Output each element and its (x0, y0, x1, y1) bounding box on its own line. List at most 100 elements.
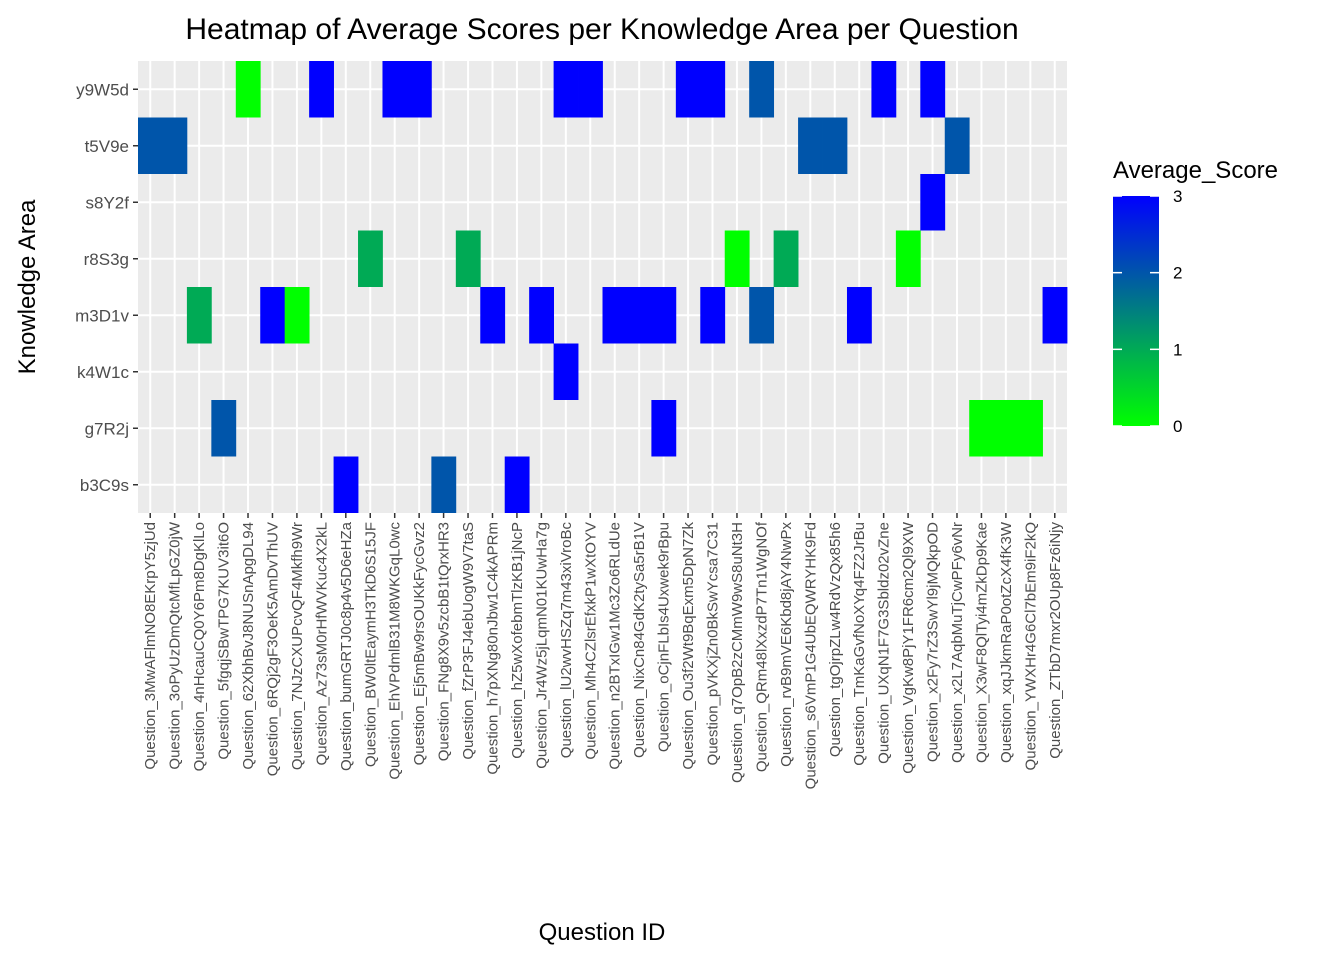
y-tick-label: g7R2j (85, 419, 129, 438)
heatmap-cell (553, 343, 579, 400)
x-tick-label: Question_4nHcauCQ0Y6Pm8DgKlLo (191, 522, 208, 771)
legend-tick-label: 0 (1173, 417, 1182, 436)
heatmap-cell (186, 287, 212, 344)
x-tick-label: Question_Mh4CZlsrEfxkP1wXtOYV (582, 522, 599, 760)
x-tick-label: Question_ZTbD7mxr2OUp8Fz6iNjy (1047, 522, 1064, 759)
x-tick-label: Question_tgOjrpZLw4RdVzQx85h6 (827, 522, 844, 757)
x-tick-label: Question_oCjnFLbIs4Uxwek9rBpu (656, 522, 673, 752)
x-tick-label: Question_n2BTxIGw1Mc3Zo6RLdUe (607, 522, 624, 770)
x-tick-label: Question_5fgqjSBwTPG7KUV3it6O (216, 522, 233, 760)
heatmap-cell (138, 117, 163, 174)
heatmap-cell (1018, 400, 1043, 457)
y-tick-label: t5V9e (85, 137, 129, 156)
x-tick-label: Question_QRm48lXxzdP7Tn1WgNOf (753, 521, 770, 772)
legend-tick-label: 1 (1173, 340, 1182, 359)
heatmap-cell (406, 61, 432, 118)
heatmap-cell (675, 61, 701, 118)
heatmap-cell (846, 287, 872, 344)
legend-title: Average_Score (1113, 157, 1278, 184)
heatmap-cell (822, 117, 848, 174)
x-tick-label: Question_q7OpB2zCMmW9wS8uNt3H (729, 522, 746, 783)
heatmap-cell (382, 61, 408, 118)
heatmap-cell (626, 287, 652, 344)
heatmap-cells (138, 61, 1068, 513)
heatmap-cell (358, 230, 383, 287)
heatmap-cell (162, 117, 188, 174)
heatmap-cell (700, 287, 726, 344)
heatmap-cell (993, 400, 1019, 457)
x-tick-label: Question_FNg8X9v5zcbB1tQrxHR3 (436, 522, 453, 761)
x-tick-label: Question_Az73sM0rHfWVKuc4X2kL (313, 522, 330, 765)
heatmap-cell (284, 287, 310, 344)
x-tick-label: Question_3oPyUzDmQtcMfLpGZ0jW (167, 521, 184, 769)
heatmap-cell (309, 61, 334, 118)
legend-ticks: 0 1 2 3 (1113, 187, 1182, 436)
x-tick-label: Question_s6VmP1G4UbEQWRYHK9Fd (802, 522, 819, 789)
heatmap-cell (724, 230, 750, 287)
heatmap-cell (504, 456, 530, 513)
chart-title: Heatmap of Average Scores per Knowledge … (185, 13, 1018, 46)
x-tick-label: Question_62XbhBvJ8NUSnApgDL94 (240, 522, 257, 770)
heatmap-cell (798, 117, 823, 174)
heatmap-cell (871, 61, 897, 118)
x-tick-label: Question_h7pXNg80nJbw1C4kAPRm (484, 522, 501, 775)
heatmap-cell (578, 61, 603, 118)
heatmap-cell (749, 61, 775, 118)
heatmap-cell (700, 61, 726, 118)
heatmap-cell (333, 456, 359, 513)
heatmap-cell (651, 400, 677, 457)
heatmap-cell (920, 61, 946, 118)
x-tick-label: Question_lU2wvHSZq7m43xiVroBc (558, 522, 575, 759)
heatmap-cell (235, 61, 261, 118)
heatmap-cell (455, 230, 481, 287)
x-tick-label: Question_Ou3f2Wt9BqExm5DpN7Zk (680, 522, 697, 770)
y-tick-label: s8Y2f (86, 193, 130, 212)
x-tick-label: Question_rvB9mVE6Kbd8jAY4NwPx (778, 522, 795, 767)
heatmap-cell (602, 287, 628, 344)
y-tick-label: r8S3g (84, 250, 129, 269)
heatmap-cell (944, 117, 970, 174)
legend-colorbar (1113, 196, 1159, 426)
y-axis: b3C9s g7R2j k4W1c m3D1v r8S3g s8Y2f t5V9e y9W5d (75, 80, 138, 495)
heatmap-cell (1042, 287, 1068, 344)
heatmap-cell (773, 230, 799, 287)
x-tick-label: Question_x2L7AqbMuTjCwPFy6vNr (949, 522, 966, 763)
heatmap-cell (895, 230, 921, 287)
heatmap-cell (529, 287, 555, 344)
x-tick-label: Question_x2Fy7rZ3SwYl9jMQkpOD (925, 522, 942, 762)
heatmap-cell (749, 287, 775, 344)
legend-tick-label: 3 (1173, 187, 1182, 206)
x-tick-label: Question_7NJzCXUPcvQF4Mkfh9Wr (289, 522, 306, 770)
x-tick-label: Question_YWXHr4G6Cl7bEm9iF2kQ (1022, 522, 1039, 770)
heatmap-cell (651, 287, 677, 344)
x-tick-label: Question_UXqN1F7G3Sbldz02vZne (876, 522, 893, 764)
x-tick-label: Question_Jr4Wz5jLqmN01KUwHa7g (533, 522, 550, 769)
x-tick-label: Question_fZrP3FJ4ebUogW9V7taS (460, 522, 477, 760)
y-tick-label: m3D1v (75, 306, 129, 325)
y-tick-label: y9W5d (76, 80, 129, 99)
x-tick-label: Question_TmKaGvfNoXYq4FZ2JrBu (851, 522, 868, 766)
x-tick-label: Question_pVKXjZn0BkSwYcsa7C31 (705, 522, 722, 765)
x-axis-title: Question ID (539, 919, 666, 946)
y-tick-label: k4W1c (77, 363, 129, 382)
x-tick-label: Question_3MwAFlmNO8EKrpY5zjUd (142, 522, 159, 770)
x-tick-label: Question_hZ5wXofebmTlzKB1jNcP (509, 522, 526, 759)
x-tick-label: Question_X3wF8QlTyi4mZkDp9Kae (973, 522, 990, 763)
x-tick-label: Question_Ej5mBw9rsOUKkFycGvz2 (411, 522, 428, 765)
x-tick-label: Question_6RQj2gF3OeK5AmDvThUV (264, 522, 281, 776)
x-tick-label: Question_bumGRTJ0c8p4v5D6eHZa (338, 521, 355, 771)
x-tick-label: Question_VgKw8PjY1FR6cm2Ql9XW (900, 521, 917, 774)
heatmap-cell (920, 174, 946, 231)
x-tick-label: Question_NixCn84GdK2tySa5rB1V (631, 522, 648, 758)
heatmap-cell (260, 287, 286, 344)
x-tick-label: Question_EhVPdmlB31M8WKGqL0wc (387, 522, 404, 780)
legend-tick-label: 2 (1173, 264, 1182, 283)
y-axis-title: Knowledge Area (14, 199, 41, 374)
heatmap-cell (480, 287, 506, 344)
x-tick-label: Question_BW0ltEaymH3TkD6S15JF (362, 522, 379, 767)
legend: Average_Score 0 1 2 3 (1113, 157, 1278, 436)
heatmap-cell (969, 400, 995, 457)
heatmap-cell (553, 61, 579, 118)
heatmap-cell (211, 400, 237, 457)
